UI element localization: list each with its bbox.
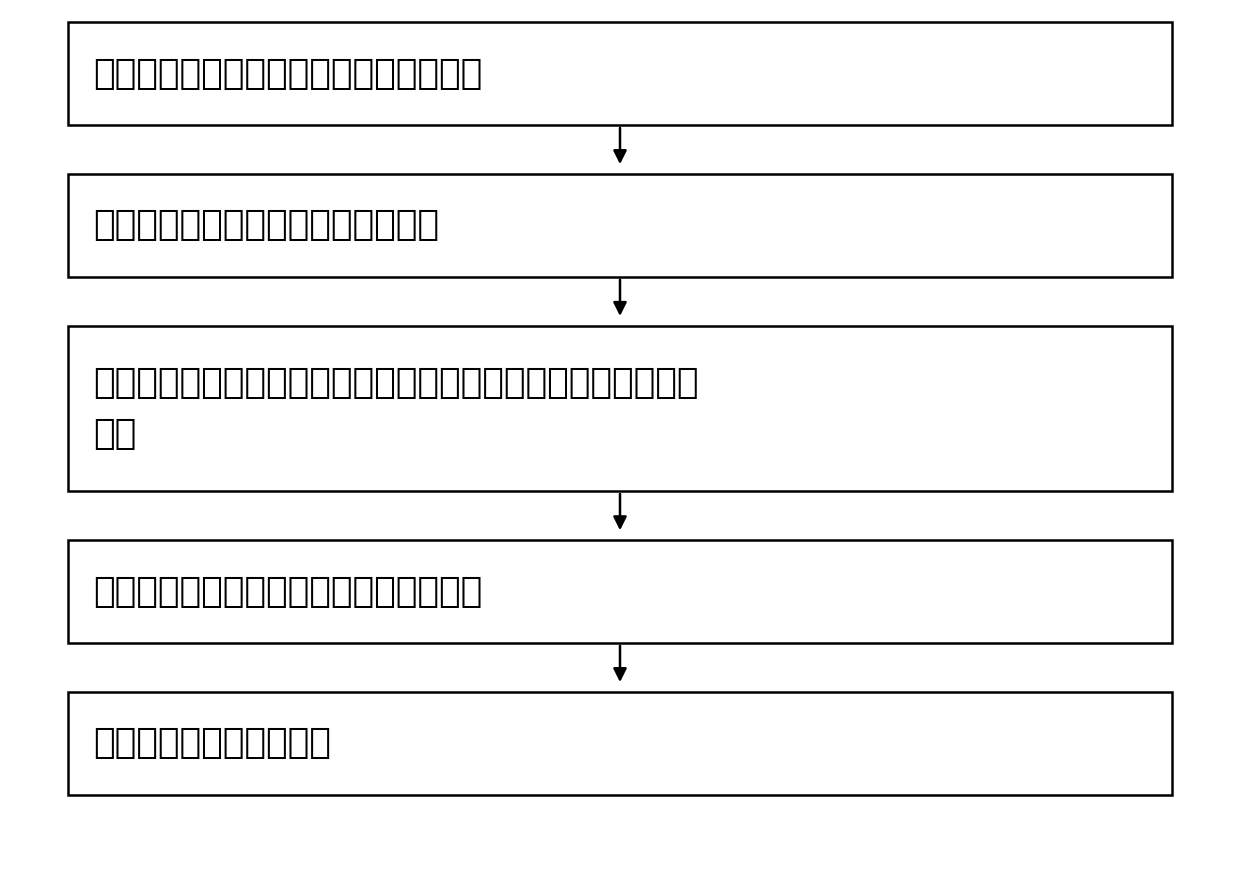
Text: 作业系统对需解析面板执行跳站操作，将需解析面板转送到拔片
站点: 作业系统对需解析面板执行跳站操作，将需解析面板转送到拔片 站点 xyxy=(93,366,698,451)
Text: 分析人员取出需解析面板: 分析人员取出需解析面板 xyxy=(93,726,331,761)
Bar xyxy=(68,22,1172,125)
Bar xyxy=(68,692,1172,795)
Bar xyxy=(68,174,1172,277)
Text: 拔片完成，通知分析人员取出需解析面板: 拔片完成，通知分析人员取出需解析面板 xyxy=(93,574,482,609)
Text: 作业系统对需解析面板添加流程代码: 作业系统对需解析面板添加流程代码 xyxy=(93,208,439,243)
Text: 报表系统根据取片逻辑选择出需解析面板: 报表系统根据取片逻辑选择出需解析面板 xyxy=(93,56,482,91)
Bar xyxy=(68,326,1172,491)
Bar xyxy=(68,540,1172,643)
